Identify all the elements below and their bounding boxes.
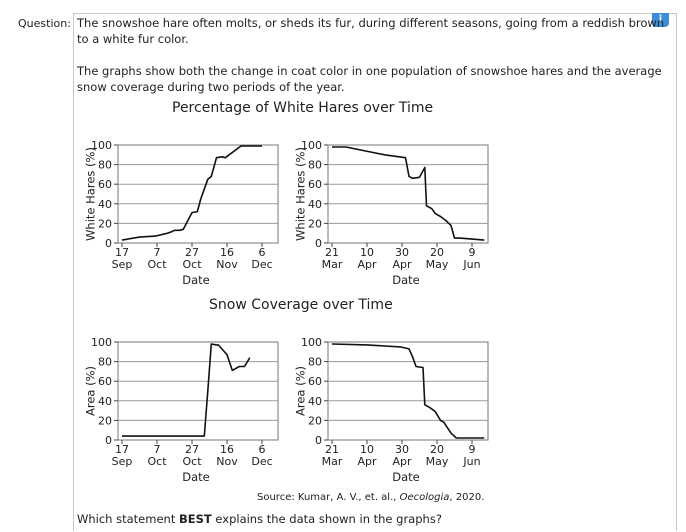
x-tick-label: 6 (259, 246, 266, 259)
x-tick-label: Mar (322, 258, 343, 271)
x-tick-label: Apr (392, 258, 412, 271)
x-axis-label: Date (392, 470, 420, 484)
plot-frame (117, 144, 279, 244)
plot-frame (327, 341, 489, 441)
y-tick-label: 20 (98, 217, 112, 230)
y-tick-label: 100 (91, 139, 112, 152)
question-panel: i (73, 13, 677, 531)
y-tick-label: 20 (308, 414, 322, 427)
x-tick-label: 21 (325, 443, 339, 456)
x-tick-label: 10 (360, 443, 374, 456)
x-tick-label: Dec (251, 258, 272, 271)
x-tick-label: Oct (147, 258, 167, 271)
question-label: Question: (18, 17, 71, 30)
x-tick-label: 17 (115, 443, 129, 456)
x-tick-label: 17 (115, 246, 129, 259)
x-tick-label: Oct (147, 455, 167, 468)
x-tick-label: Mar (322, 455, 343, 468)
x-tick-label: Oct (182, 258, 202, 271)
x-tick-label: Nov (216, 258, 238, 271)
x-tick-label: 16 (220, 443, 234, 456)
x-tick-label: 6 (259, 443, 266, 456)
snow-coverage-fall-chart: 02040608010017Sep7Oct27Oct16Nov6DecDateA… (84, 336, 279, 484)
x-tick-label: 30 (395, 246, 409, 259)
y-tick-label: 40 (98, 395, 112, 408)
series-line (121, 145, 262, 241)
x-tick-label: Nov (216, 455, 238, 468)
source-citation: Source: Kumar, A. V., et. al., Oecologia… (257, 492, 485, 503)
white-hares-fall-chart: 02040608010017Sep7Oct27Oct16Nov6DecDateW… (84, 139, 279, 287)
question-prompt: Which statement BEST explains the data s… (77, 512, 442, 526)
x-tick-label: Sep (112, 258, 133, 271)
x-tick-label: 27 (185, 246, 199, 259)
x-tick-label: 7 (154, 443, 161, 456)
x-tick-label: 9 (469, 443, 476, 456)
x-tick-label: 10 (360, 246, 374, 259)
y-tick-label: 0 (315, 434, 322, 447)
y-axis-label: White Hares (%) (294, 147, 308, 241)
series-line (331, 343, 485, 439)
x-tick-label: 20 (430, 443, 444, 456)
x-tick-label: 16 (220, 246, 234, 259)
y-tick-label: 60 (308, 178, 322, 191)
y-tick-label: 0 (315, 237, 322, 250)
y-tick-label: 100 (91, 336, 112, 349)
question-intro: The snowshoe hare often molts, or sheds … (77, 16, 665, 46)
x-tick-label: 21 (325, 246, 339, 259)
y-tick-label: 80 (98, 159, 112, 172)
y-axis-label: Area (%) (84, 366, 98, 416)
white-hares-spring-chart: 02040608010021Mar10Apr30Apr20May9JunDate… (294, 139, 489, 287)
x-tick-label: 30 (395, 443, 409, 456)
y-axis-label: Area (%) (294, 366, 308, 416)
y-tick-label: 100 (301, 336, 322, 349)
y-tick-label: 40 (98, 198, 112, 211)
x-tick-label: 27 (185, 443, 199, 456)
y-tick-label: 20 (308, 217, 322, 230)
x-axis-label: Date (182, 273, 210, 287)
y-tick-label: 40 (308, 198, 322, 211)
y-tick-label: 60 (308, 375, 322, 388)
y-tick-label: 60 (98, 178, 112, 191)
question-graphs-description: The graphs show both the change in coat … (77, 64, 662, 94)
x-tick-label: Apr (392, 455, 412, 468)
y-tick-label: 40 (308, 395, 322, 408)
plot-frame (117, 341, 279, 441)
series-line (332, 146, 485, 241)
y-tick-label: 60 (98, 375, 112, 388)
x-tick-label: Dec (251, 455, 272, 468)
y-tick-label: 80 (308, 356, 322, 369)
x-tick-label: May (426, 455, 449, 468)
series-line (122, 343, 251, 437)
plot-frame (327, 144, 489, 244)
y-tick-label: 0 (105, 237, 112, 250)
y-tick-label: 0 (105, 434, 112, 447)
x-axis-label: Date (182, 470, 210, 484)
y-tick-label: 20 (98, 414, 112, 427)
chart-title-snow-coverage: Snow Coverage over Time (209, 297, 393, 313)
y-tick-label: 80 (308, 159, 322, 172)
chart-title-white-hares: Percentage of White Hares over Time (172, 100, 434, 116)
x-tick-label: Sep (112, 455, 133, 468)
y-axis-label: White Hares (%) (84, 147, 98, 241)
x-tick-label: Jun (462, 455, 480, 468)
x-tick-label: Oct (182, 455, 202, 468)
x-tick-label: 20 (430, 246, 444, 259)
x-tick-label: 7 (154, 246, 161, 259)
x-tick-label: Jun (462, 258, 480, 271)
snow-coverage-spring-chart: 02040608010021Mar10Apr30Apr20May9JunDate… (294, 336, 489, 484)
x-tick-label: Apr (357, 455, 377, 468)
x-tick-label: May (426, 258, 449, 271)
y-tick-label: 80 (98, 356, 112, 369)
x-tick-label: Apr (357, 258, 377, 271)
y-tick-label: 100 (301, 139, 322, 152)
x-axis-label: Date (392, 273, 420, 287)
info-icon[interactable]: i (652, 13, 669, 27)
x-tick-label: 9 (469, 246, 476, 259)
